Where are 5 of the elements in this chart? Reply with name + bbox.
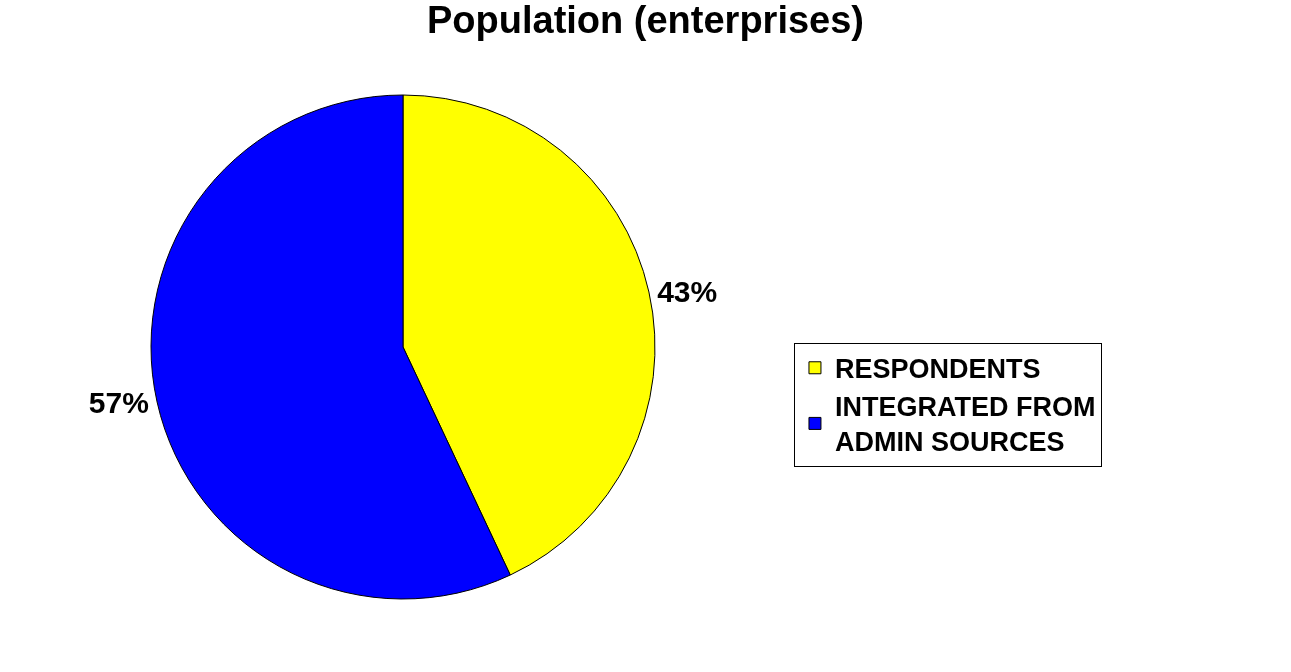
- legend-label: INTEGRATED FROM ADMIN SOURCES: [834, 392, 1096, 458]
- data-label: 57%: [88, 386, 149, 420]
- legend-label: RESPONDENTS: [834, 354, 1041, 385]
- chart-title: Population (enterprises): [426, 0, 865, 42]
- data-label: 43%: [657, 274, 718, 308]
